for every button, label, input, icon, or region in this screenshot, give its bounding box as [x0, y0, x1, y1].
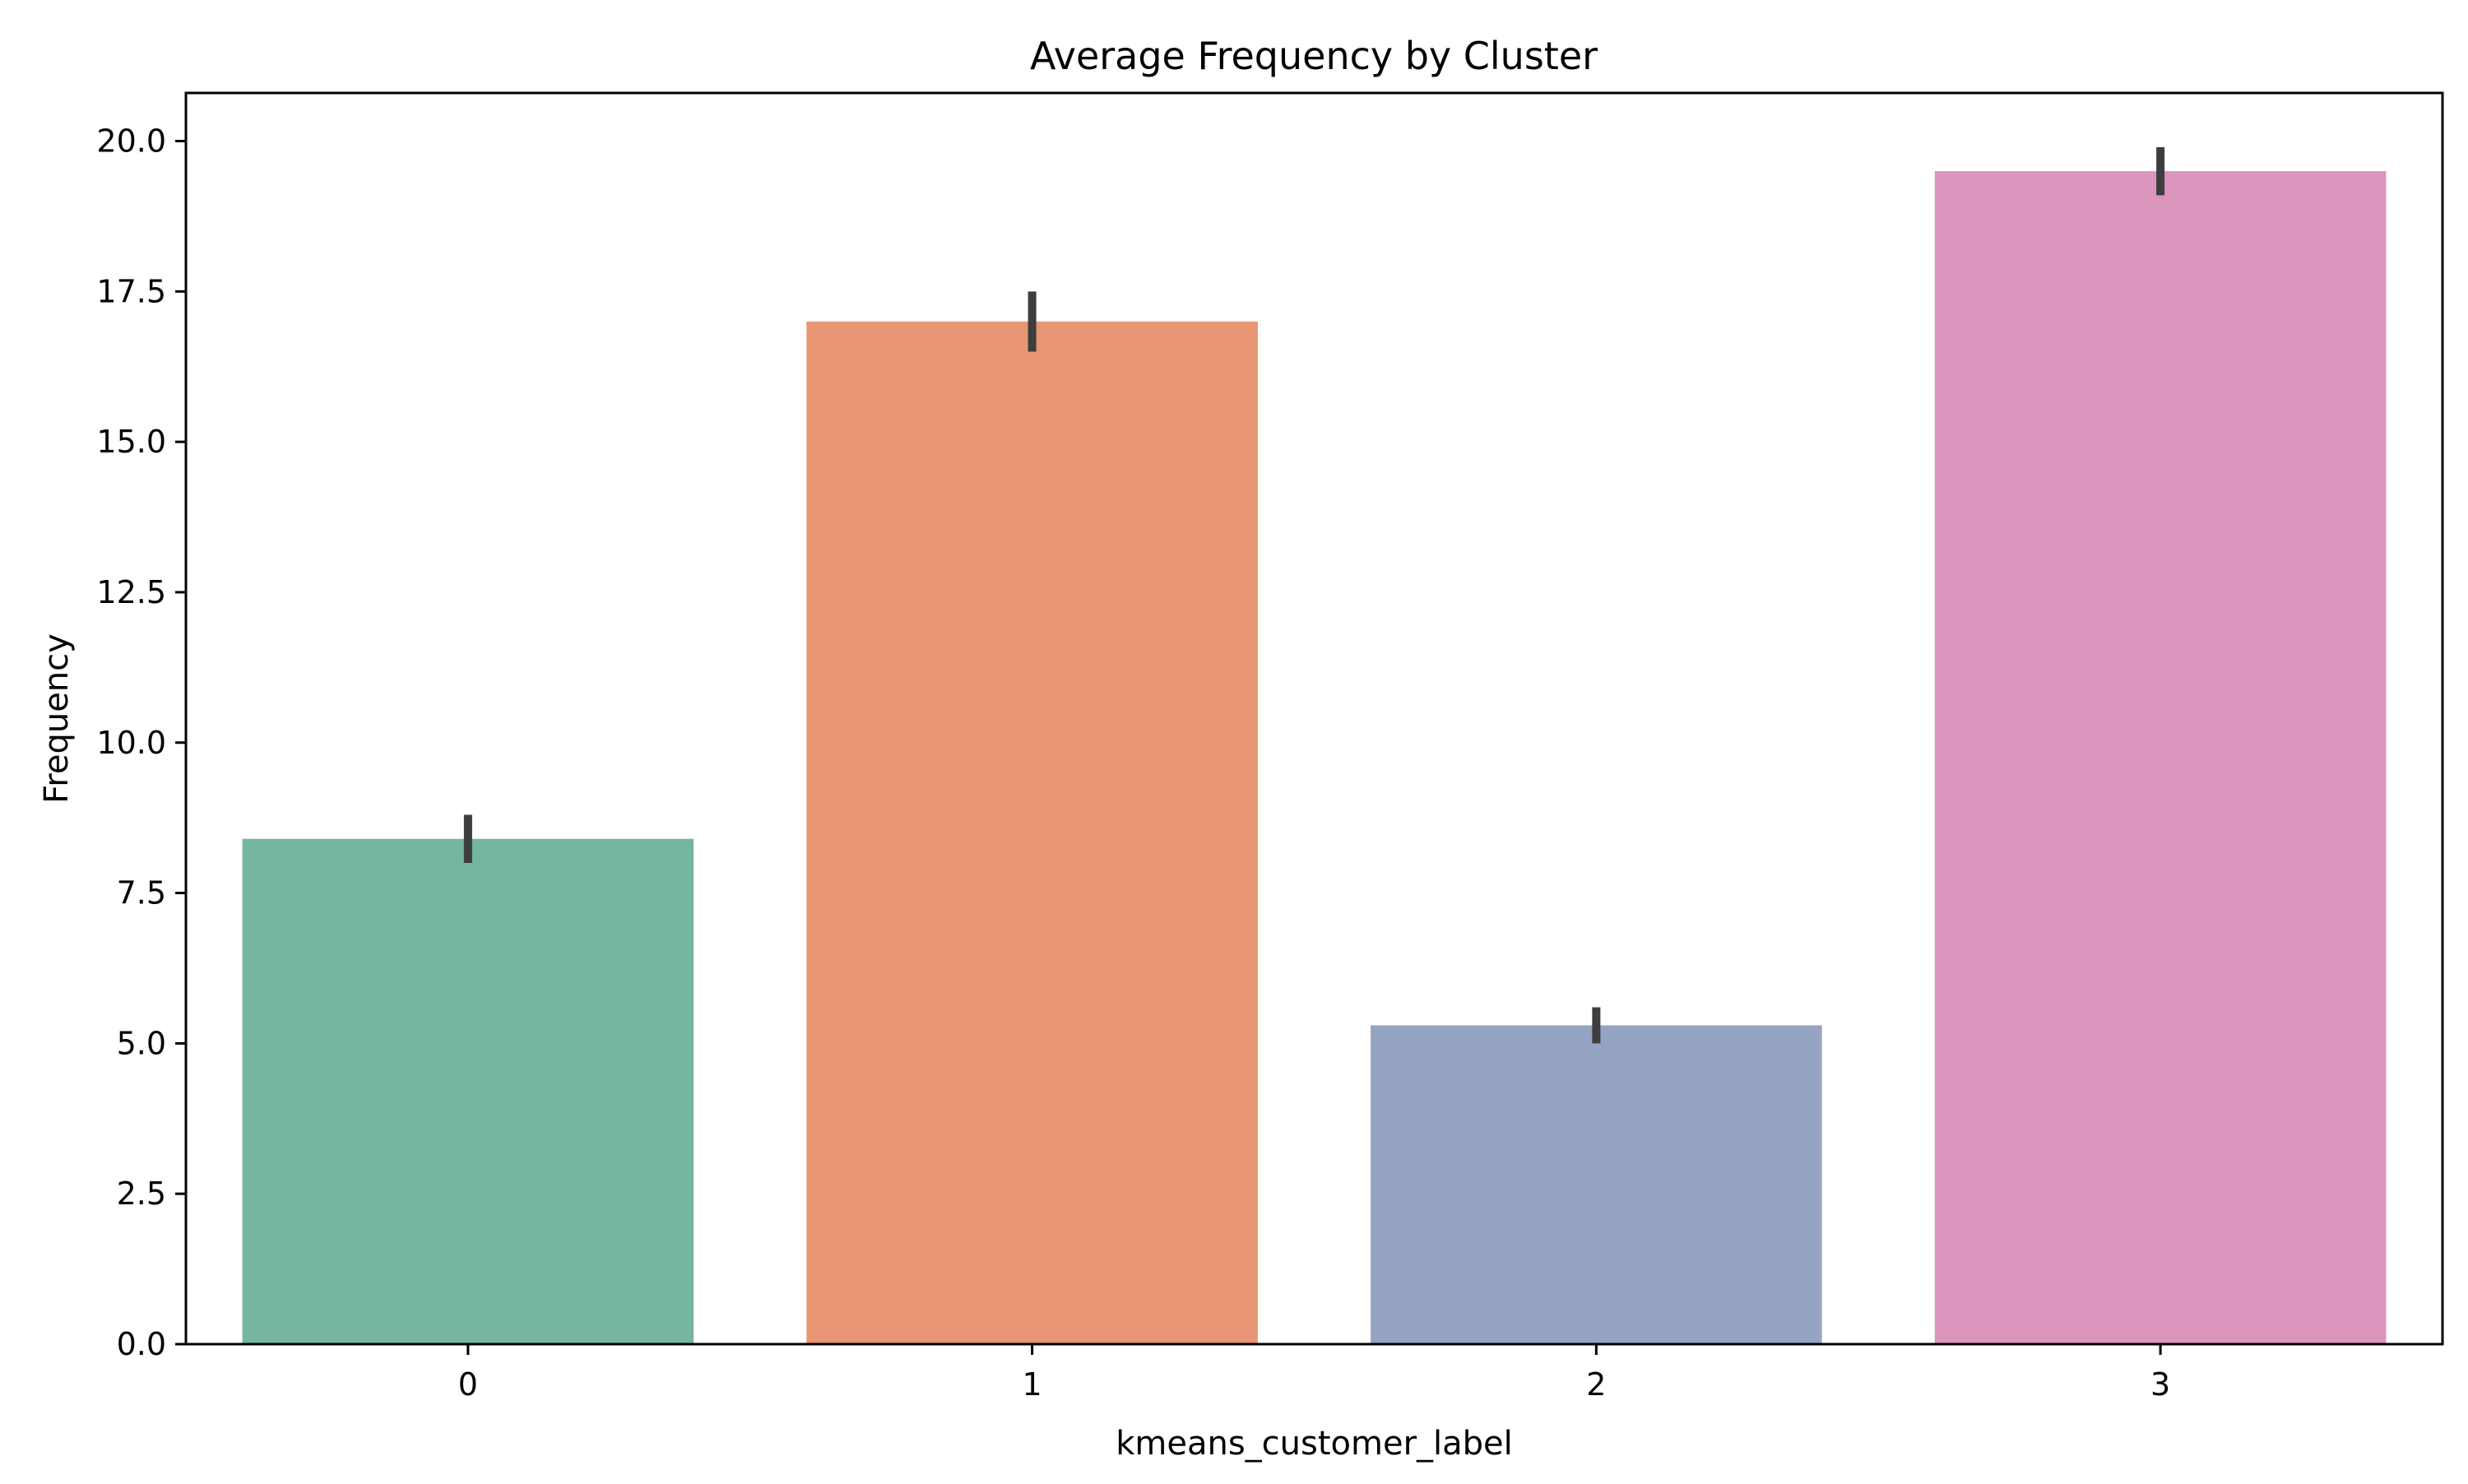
bars-group: [242, 171, 2387, 1344]
y-axis-label: Frequency: [38, 633, 76, 804]
bar-cluster-3: [1934, 171, 2387, 1344]
y-tick-label: 12.5: [96, 574, 166, 610]
y-tick-label: 2.5: [117, 1176, 166, 1212]
y-tick-label: 0.0: [117, 1326, 166, 1362]
chart-title: Average Frequency by Cluster: [1030, 34, 1598, 78]
y-tick-label: 17.5: [96, 273, 166, 309]
y-tick-label: 20.0: [96, 123, 166, 160]
y-axis: 0.0 2.5 5.0 7.5 10.0 12.5 15.0 17.5 20.0: [96, 123, 186, 1362]
x-tick-label: 2: [1586, 1366, 1606, 1403]
x-tick-label: 1: [1023, 1366, 1042, 1403]
y-tick-label: 7.5: [117, 875, 166, 911]
x-tick-label: 3: [2150, 1366, 2170, 1403]
x-axis: 0 1 2 3: [458, 1344, 2170, 1403]
y-tick-label: 15.0: [96, 424, 166, 460]
bar-cluster-2: [1371, 1025, 1822, 1344]
plot-frame: [184, 91, 2444, 1346]
y-tick-label: 5.0: [117, 1025, 166, 1061]
x-axis-label: kmeans_customer_label: [1116, 1425, 1513, 1463]
y-tick-label: 10.0: [96, 725, 166, 761]
error-bars-group: [463, 146, 2165, 1044]
bar-cluster-0: [242, 838, 694, 1344]
bar-cluster-1: [806, 321, 1258, 1344]
x-tick-label: 0: [458, 1366, 478, 1403]
